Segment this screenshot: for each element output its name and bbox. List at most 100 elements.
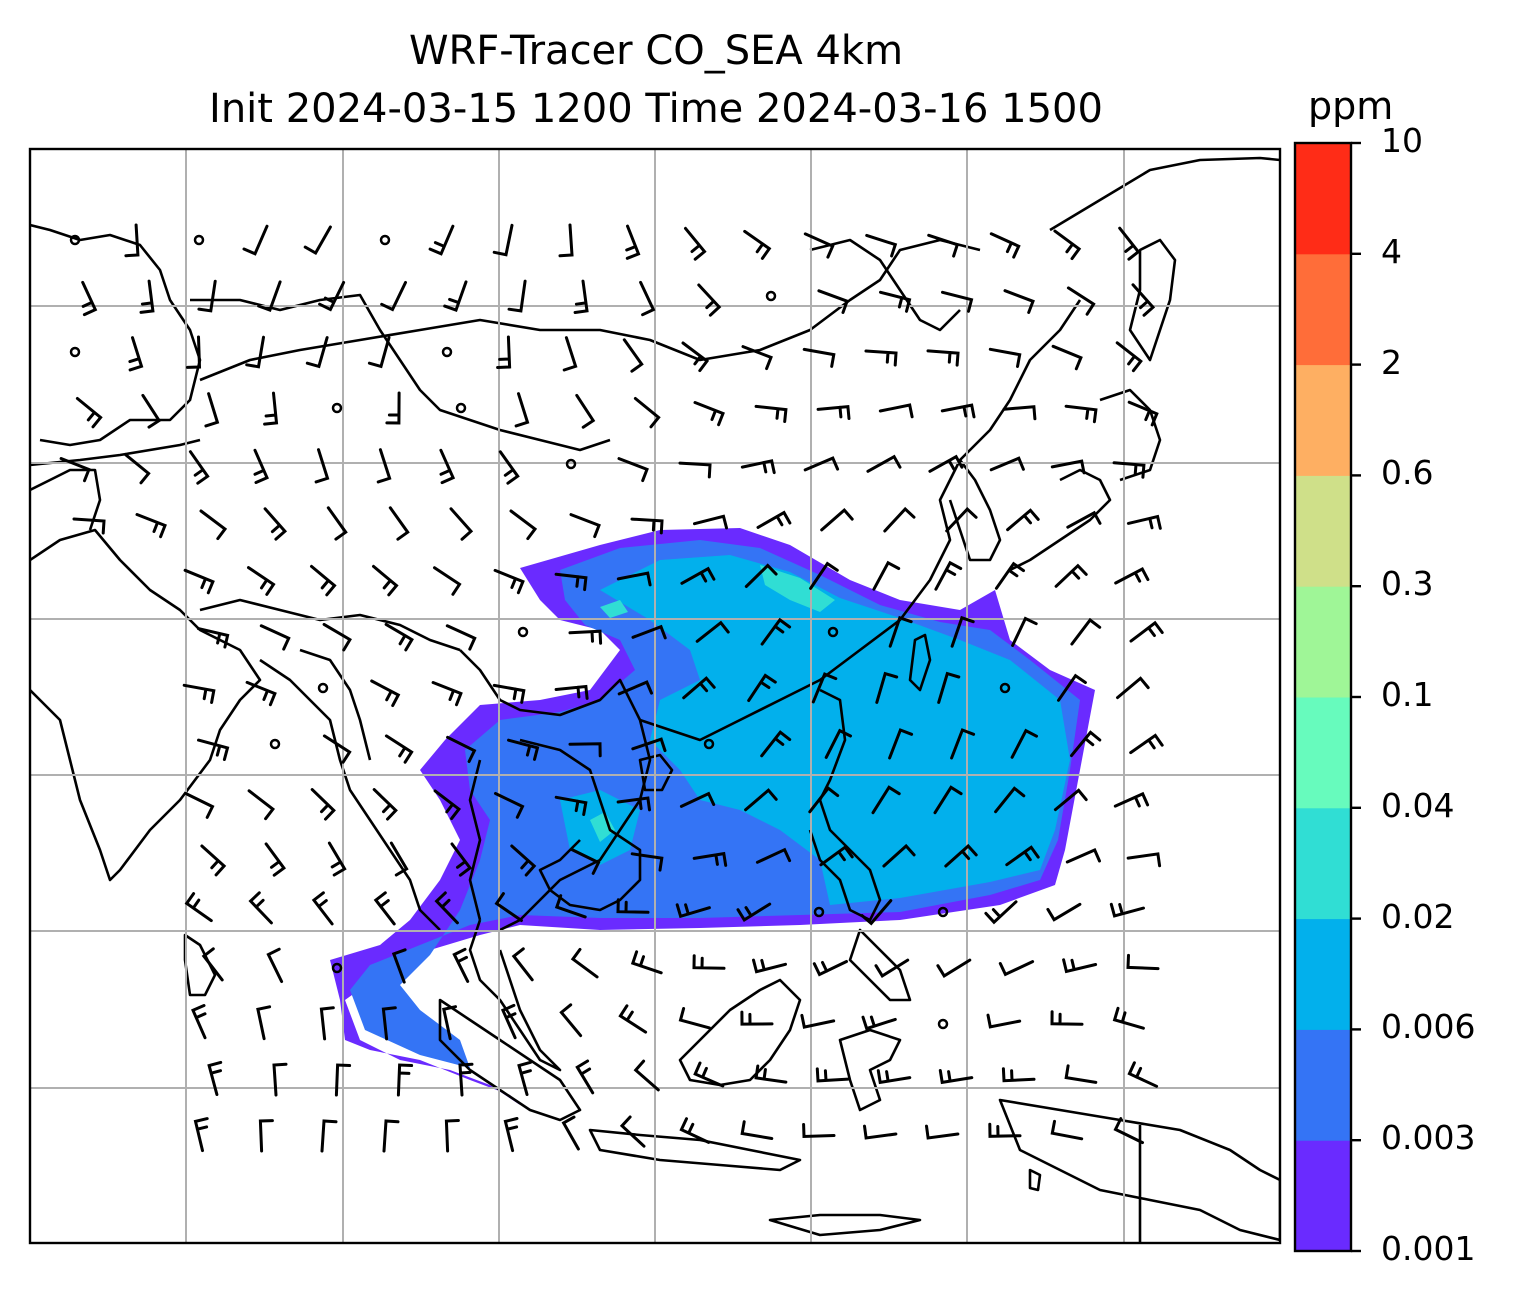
wind-barb [311,891,334,926]
wind-barb [861,1015,897,1031]
wind-calm-marker [517,626,529,638]
wind-barb [493,568,525,595]
wind-barb [695,620,730,643]
wind-barb [327,841,347,877]
colorbar-band [1295,253,1351,366]
wind-barb [631,737,667,753]
wind-barb [442,1005,457,1041]
wind-barb [75,397,103,429]
wind-barb [1002,405,1037,421]
wind-barb [1064,404,1098,424]
wind-barb [444,1119,460,1153]
wind-barb [950,615,975,648]
wind-barb [876,1069,912,1085]
wind-barb [384,622,414,652]
wind-barb [1112,461,1146,479]
wind-barb [204,392,220,428]
colorbar-band [1295,475,1351,587]
wind-barb [928,454,964,473]
colorbar-tick-label: 0.04 [1381,785,1455,825]
wind-barb [1129,733,1164,755]
wind-barb [802,1123,836,1139]
wind-barb [994,561,1025,590]
colorbar-band [1295,807,1351,920]
wind-barb [1113,1117,1144,1145]
wind-barb [998,960,1035,977]
wind-barb [496,335,512,369]
wind-barb [820,507,854,532]
colorbar-band [1295,918,1351,1030]
wind-barb [1112,1006,1145,1030]
wind-barb [561,1115,580,1151]
wind-barb [242,224,269,256]
wind-barb [320,1119,338,1153]
wind-barb [434,891,459,925]
wind-calm-marker [69,346,81,358]
wind-barb [752,958,787,974]
wind-barb [568,629,603,645]
wind-barb [1005,845,1040,867]
wind-barbs [59,223,1164,1153]
wind-barb [940,403,976,419]
wind-barb [1126,852,1162,868]
wind-barb [693,401,725,427]
wind-barb [201,947,224,982]
wind-barb [322,622,352,652]
wind-barb [1050,459,1086,475]
colorbar-tick-label: 0.003 [1381,1118,1476,1158]
map-gridlines [30,149,1280,1243]
wind-barb [128,336,144,372]
wind-barb [258,1119,274,1153]
wind-barb [883,506,916,533]
wind-barb [263,507,288,541]
wind-barb [878,403,914,419]
wind-barb [802,347,836,368]
wind-barb [391,948,407,984]
wind-barb [1062,958,1098,974]
wind-barb [507,738,540,761]
wind-barb [988,347,1022,368]
wind-calm-marker [827,626,839,638]
wind-barb [744,788,778,812]
wind-calm-marker [565,458,577,470]
wind-barb [256,1005,272,1041]
wind-barb [514,392,530,428]
wind-barb [875,671,899,704]
wind-calm-marker [999,682,1011,694]
wind-barb [517,1060,533,1096]
wind-barb [994,786,1026,814]
wind-barb [257,280,282,313]
wind-barb [803,232,835,259]
wind-barb [384,734,414,764]
wind-barb [874,958,910,978]
wind-barb [989,456,1025,472]
wind-barb [554,572,588,592]
wind-barb [310,564,337,597]
colorbar-tick-label: 4 [1381,231,1402,271]
wind-barb [568,742,602,758]
wind-barb [124,223,140,258]
wind-calm-marker [269,738,281,750]
wind-barb [1116,676,1150,700]
colorbar-band [1295,364,1351,476]
wind-barb [816,404,851,420]
wind-barb [926,349,960,367]
wind-barb [370,679,401,708]
wind-barb [630,517,664,535]
wind-barb [72,517,106,535]
wind-barb [882,843,916,868]
wind-barb [570,847,601,875]
wind-barb [681,341,710,373]
wind-barb [740,1120,774,1140]
wind-barb [428,224,455,256]
wind-barb [871,785,901,815]
wind-barb [141,393,162,429]
wind-barb [259,624,291,651]
wind-barb [817,289,850,314]
colorbar-tick-label: 0.006 [1381,1007,1476,1047]
wind-barb [747,673,777,702]
wind-barb [639,280,656,317]
wind-barb [988,1122,1022,1138]
wind-barb [989,232,1021,259]
wind-barb [619,1115,646,1148]
